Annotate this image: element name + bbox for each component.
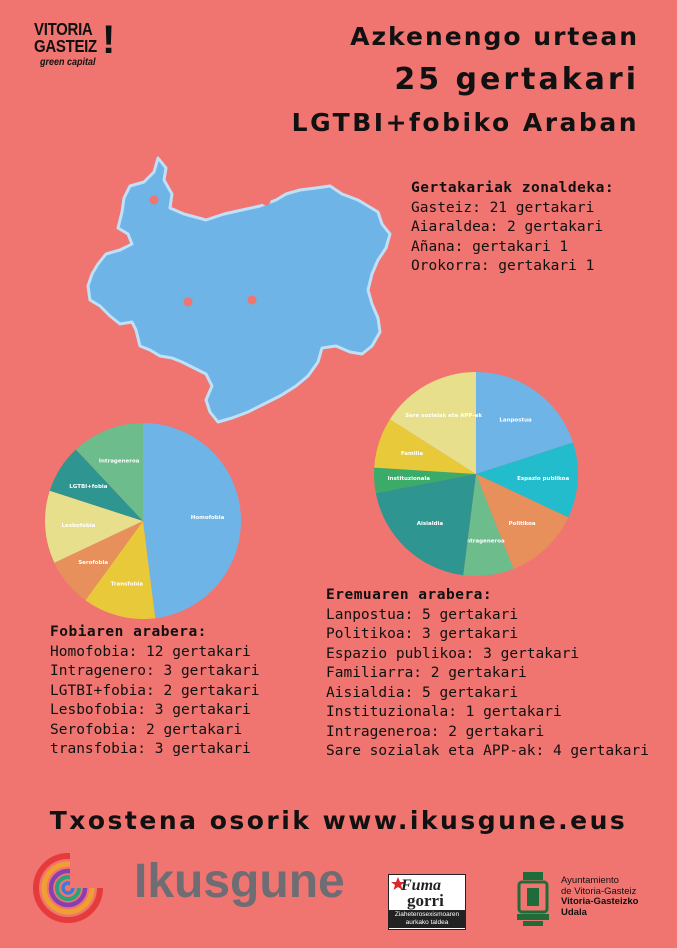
fobia-item-serofobia: Serofobia: 2 gertakari (50, 721, 243, 738)
crest-shield (517, 880, 549, 914)
pie-label-espazio-publikoa: Espazio publikoa (517, 476, 569, 482)
ayuntamiento-line-1: Ayuntamiento (561, 875, 619, 886)
headline-line-2: 25 gertakari (394, 62, 639, 97)
fobia-block: Fobiaren arabera: Homofobia: 12 gertakar… (50, 623, 260, 760)
fobia-title: Fobiaren arabera: (50, 624, 207, 640)
pie-slice-espazio-publikoa (476, 442, 578, 518)
map-enclave-dot (261, 196, 271, 206)
eremu-item-intrageneroa: Intrageneroa: 2 gertakari (326, 723, 545, 740)
fuma-sub-line-1: Ziaheterosexismoaren (394, 911, 460, 918)
pie-slice-serofobia (54, 521, 143, 601)
araba-map-icon (86, 156, 392, 424)
fuma-word: Fuma (401, 877, 442, 894)
eremu-title: Eremuaren arabera: (326, 587, 493, 603)
pie-label-lgtbi-fobia: LGTBI+fobia (69, 484, 108, 490)
crest-base (517, 914, 549, 920)
ayuntamiento-line-2: de Vitoria-Gasteiz (561, 885, 637, 897)
zones-item-gasteiz: Gasteiz: 21 gertakari (411, 199, 595, 216)
vitoria-gasteiz-green-capital-logo: VITORIA GASTEIZ green capital ! (34, 18, 124, 74)
araba-map-shape (86, 156, 392, 424)
fobia-item-lgtbi-fobia: LGTBI+fobia: 2 gertakari (50, 682, 260, 699)
pie-label-instituzionala: Instituzionala (388, 476, 431, 482)
pie-slice-intrageneroa (463, 474, 514, 576)
zones-item-orokorra: Orokorra: gertakari 1 (411, 258, 595, 274)
full-report-link[interactable]: Txostena osorik www.ikusgune.eus (49, 806, 628, 835)
pie-slice-homofobia (143, 423, 241, 619)
map-enclave-dot (247, 295, 257, 305)
fobia-item-lesbofobia: Lesbofobia: 3 gertakari (50, 702, 251, 718)
pie-slice-familia (374, 419, 476, 474)
pie-slice-lanpostua (476, 372, 574, 474)
fuma-sub-line-2: aurkako taldea (405, 919, 449, 926)
spiral-gap (70, 852, 104, 888)
eremu-item-familiarra: Familiarra: 2 gertakari (326, 665, 527, 681)
logo-line-gasteiz: GASTEIZ (34, 37, 97, 57)
pie-label-politikoa: Politikoa (509, 521, 536, 527)
pie-slice-aisialdia (375, 474, 476, 576)
pie-label-lesbofobia: Lesbofobia (61, 523, 95, 529)
logo-line-vitoria: VITORIA (34, 20, 93, 40)
pie-label-sare-sozialak-eta-app-ak: Sare sozialak eta APP-ak (405, 413, 482, 419)
pie-label-familia: Familia (401, 451, 424, 457)
crest-foot (523, 921, 543, 926)
map-enclave-dot (149, 195, 159, 205)
fobia-item-homofobia: Homofobia: 12 gertakari (50, 643, 251, 660)
zones-block: Gertakariak zonaldeka: Gasteiz: 21 gerta… (411, 179, 614, 277)
logo-exclamation-mark: ! (102, 18, 116, 62)
crest-castle (527, 888, 539, 906)
eremu-item-aisialdia: Aisialdia: 5 gertakari (326, 684, 519, 701)
gorri-word: gorri (407, 891, 444, 910)
fobia-item-transfobia: transfobia: 3 gertakari (50, 741, 251, 757)
ayuntamiento-text: Ayuntamiento de Vitoria-Gasteiz Vitoria-… (561, 875, 639, 918)
pie-label-transfobia: Transfobia (111, 581, 144, 587)
zones-title: Gertakariak zonaldeka: (411, 180, 615, 196)
zones-item-anana: Añana: gertakari 1 (411, 238, 569, 255)
pie-label-intrageneroa: Intrageneroa (464, 539, 505, 545)
fuma-gorri-subtitle: Ziaheterosexismoaren aurkako taldea (389, 910, 465, 928)
pie-slice-intrageneroa (75, 423, 143, 521)
fobia-item-intragenero: Intragenero: 3 gertakari (50, 663, 260, 679)
pie-slice-politikoa (476, 474, 569, 569)
pie-label-serofobia: Serofobia (78, 560, 108, 566)
red-star-icon (391, 877, 405, 890)
pie-label-aisialdia: Aisialdia (417, 521, 444, 527)
map-enclave-dot (183, 297, 193, 307)
headline-line-3: LGTBI+fobiko Araban (291, 108, 639, 137)
eremu-item-instituzionala: Instituzionala: 1 gertakari (326, 704, 562, 720)
eremu-item-sare-sozialak: Sare sozialak eta APP-ak: 4 gertakari (326, 743, 650, 759)
pie-slice-transfobia (85, 521, 156, 619)
eremu-pie-chart: Lanpostua Espazio publikoa Politikoa Intrag… (374, 372, 578, 576)
ayuntamiento-line-4: Udala (561, 906, 587, 918)
fuma-gorri-logo: Fuma gorri Ziaheterosexismoaren aurkako … (388, 874, 466, 930)
pie-label-intrageneroa: Intrageneroa (99, 459, 140, 465)
eremu-item-espazio-publikoa: Espazio publikoa: 3 gertakari (326, 645, 580, 662)
pie-slice-lgtbi-fobia (49, 449, 143, 521)
pie-slice-sare-sozialak-eta-app-ak (389, 372, 476, 474)
fobia-pie-chart: Homofobia Transfobia Serofobia Lesbofobia LG… (45, 423, 241, 619)
zones-item-aiaraldea: Aiaraldea: 2 gertakari (411, 219, 604, 235)
ikusgune-spiral-icon (33, 852, 104, 923)
vitoria-gasteiz-crest-icon (517, 872, 549, 926)
pie-slice-instituzionala (374, 467, 476, 494)
ayuntamiento-line-3: Vitoria-Gasteizko (561, 896, 639, 907)
eremu-block: Eremuaren arabera: Lanpostua: 5 gertakar… (326, 586, 649, 762)
fuma-gorri-title: Fuma gorri (389, 875, 465, 910)
eremu-item-politikoa: Politikoa: 3 gertakari (326, 626, 519, 642)
pie-slice-lesbofobia (45, 490, 143, 563)
pie-label-homofobia: Homofobia (191, 515, 225, 521)
pie-label-lanpostua: Lanpostua (499, 417, 532, 423)
crest-crown (523, 872, 543, 880)
headline-line-1: Azkenengo urtean (350, 22, 639, 51)
ikusgune-wordmark: Ikusgune (134, 855, 345, 908)
eremu-item-lanpostua: Lanpostua: 5 gertakari (326, 606, 519, 623)
logo-line-green-capital: green capital (40, 56, 96, 68)
